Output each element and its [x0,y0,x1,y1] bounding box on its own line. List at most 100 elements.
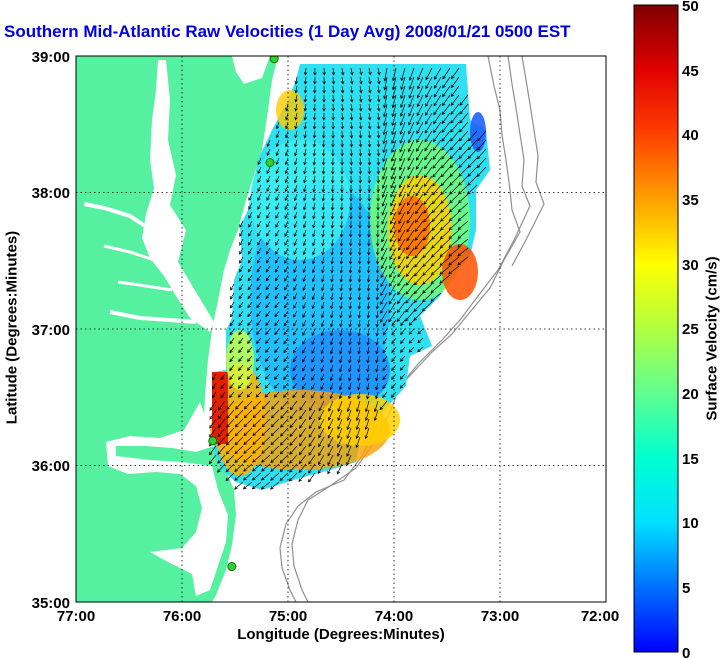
velocity-arrow [284,139,289,148]
velocity-arrow [358,229,362,238]
velocity-arrow [243,454,253,463]
velocity-arrow [284,193,289,202]
velocity-arrow [340,184,344,193]
velocity-arrow [358,166,363,175]
velocity-arrow [425,94,433,107]
velocity-arrow [331,112,335,121]
velocity-arrow [234,445,244,455]
velocity-arrow [229,310,235,318]
velocity-arrow [367,130,372,139]
velocity-arrow [289,400,298,411]
velocity-arrow [312,238,316,247]
velocity-arrow [415,184,424,197]
velocity-arrow [292,355,298,363]
velocity-arrow [298,454,307,465]
velocity-arrow [383,67,388,82]
velocity-arrow [457,220,469,230]
velocity-arrow [375,247,380,256]
velocity-arrow [364,427,370,440]
velocity-arrow [293,292,298,300]
y-tick-label: 36:00 [32,458,70,475]
velocity-arrow [248,229,253,237]
velocity-arrow [238,328,244,336]
velocity-arrow [311,274,316,283]
velocity-arrow [376,229,380,238]
velocity-arrow [366,373,370,382]
velocity-arrow [293,319,298,327]
velocity-arrow [318,427,325,439]
velocity-arrow [329,355,334,364]
velocity-arrow [408,103,415,117]
velocity-arrow [256,283,262,291]
velocity-arrow [339,220,344,229]
velocity-arrow [284,211,289,220]
velocity-arrow [366,328,370,337]
velocity-arrow [416,94,424,108]
velocity-arrow [467,148,478,160]
velocity-arrow [274,346,280,354]
velocity-arrow [317,463,325,474]
velocity-arrow [274,328,280,336]
velocity-arrow [275,166,280,175]
velocity-arrow [298,463,307,474]
velocity-arrow [321,184,326,193]
velocity-arrow [340,130,345,139]
velocity-arrow [431,193,442,205]
velocity-arrow [467,139,478,151]
velocity-arrow [322,67,326,76]
velocity-arrow [388,301,397,314]
velocity-arrow [423,184,433,196]
velocity-arrow [225,436,235,446]
velocity-arrow [217,409,226,420]
velocity-arrow [379,400,388,411]
velocity-arrow [311,301,316,310]
velocity-arrow [274,274,280,282]
velocity-arrow [382,319,388,327]
velocity-arrow [293,202,298,211]
james-river [109,310,197,324]
velocity-arrow [399,157,406,171]
velocity-arrow [247,337,253,345]
velocity-arrow [293,301,298,309]
velocity-arrow [408,112,415,126]
velocity-arrow [274,337,280,345]
velocity-arrow [238,310,244,318]
velocity-arrow [357,337,361,346]
velocity-arrow [274,319,280,327]
velocity-arrow [264,355,271,362]
velocity-arrow [255,364,262,371]
velocity-arrow [247,301,253,309]
velocity-arrow [274,301,280,309]
velocity-arrow [448,220,460,231]
velocity-arrow [375,274,380,283]
velocity-arrow [376,220,380,229]
radar-station-marker [269,56,279,64]
velocity-arrow [433,121,442,134]
velocity-arrow [209,409,217,420]
y-tick-label: 35:00 [32,595,70,612]
velocity-arrow [331,94,336,103]
velocity-arrow [265,337,271,345]
velocity-arrow [266,247,271,255]
velocity-arrow [330,301,334,310]
velocity-arrow [405,256,415,269]
velocity-arrow [367,139,372,148]
velocity-arrow [311,292,316,301]
velocity-arrow [340,148,344,157]
velocity-arrow [302,364,307,372]
velocity-arrow [275,139,280,148]
velocity-arrow [209,400,217,411]
velocity-arrow [252,445,262,454]
velocity-arrow [312,202,316,211]
velocity-arrow [358,130,363,139]
velocity-arrow [312,193,316,202]
velocity-arrow [284,274,289,282]
velocity-arrow [308,445,316,456]
velocity-arrow [288,472,298,482]
velocity-arrow [322,112,326,121]
velocity-arrow [229,382,235,390]
velocity-arrow [302,355,307,363]
velocity-arrow [312,247,316,256]
velocity-arrow [275,247,280,255]
velocity-arrow [398,238,406,251]
